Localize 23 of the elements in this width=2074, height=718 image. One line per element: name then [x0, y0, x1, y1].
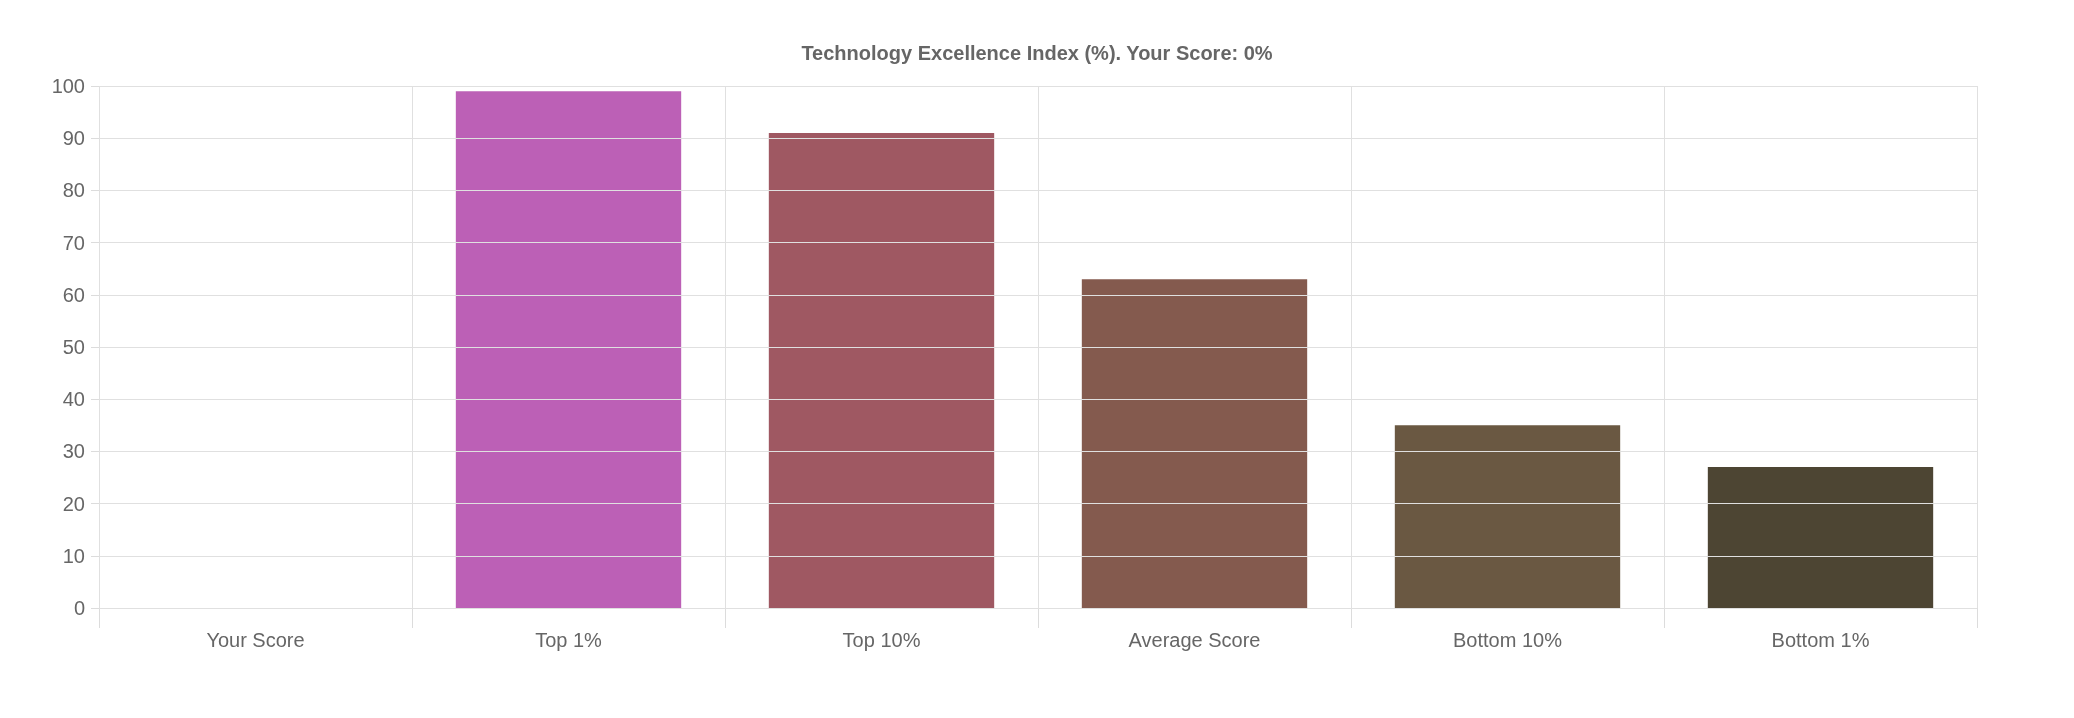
y-tick-label: 70: [62, 231, 85, 254]
x-tick-label: Top 10%: [842, 629, 921, 651]
y-tick-label: 40: [62, 388, 85, 411]
y-tick-label: 60: [62, 283, 85, 306]
x-tick-label: Top 1%: [535, 629, 603, 651]
y-tick-label: 10: [62, 544, 85, 567]
y-tick-label: 20: [62, 492, 85, 515]
x-tick-label: Bottom 10%: [1453, 629, 1563, 651]
y-tick-label: 80: [62, 179, 85, 202]
y-tick-label: 100: [51, 75, 85, 97]
x-tick-label: Average Score: [1128, 629, 1261, 651]
bar: [1707, 467, 1934, 608]
bar: [455, 91, 682, 608]
bar: [1081, 279, 1308, 608]
bar: [768, 132, 995, 608]
y-tick-label: 50: [62, 336, 85, 358]
x-tick-label: Your Score: [206, 629, 305, 651]
x-tick-label: Bottom 1%: [1771, 629, 1870, 651]
chart-title: Technology Excellence Index (%). Your Score: 0%: [801, 42, 1273, 64]
bar: [1394, 425, 1621, 608]
y-tick-label: 90: [62, 127, 85, 150]
y-tick-label: 30: [62, 440, 85, 463]
y-tick-label: 0: [73, 597, 85, 619]
